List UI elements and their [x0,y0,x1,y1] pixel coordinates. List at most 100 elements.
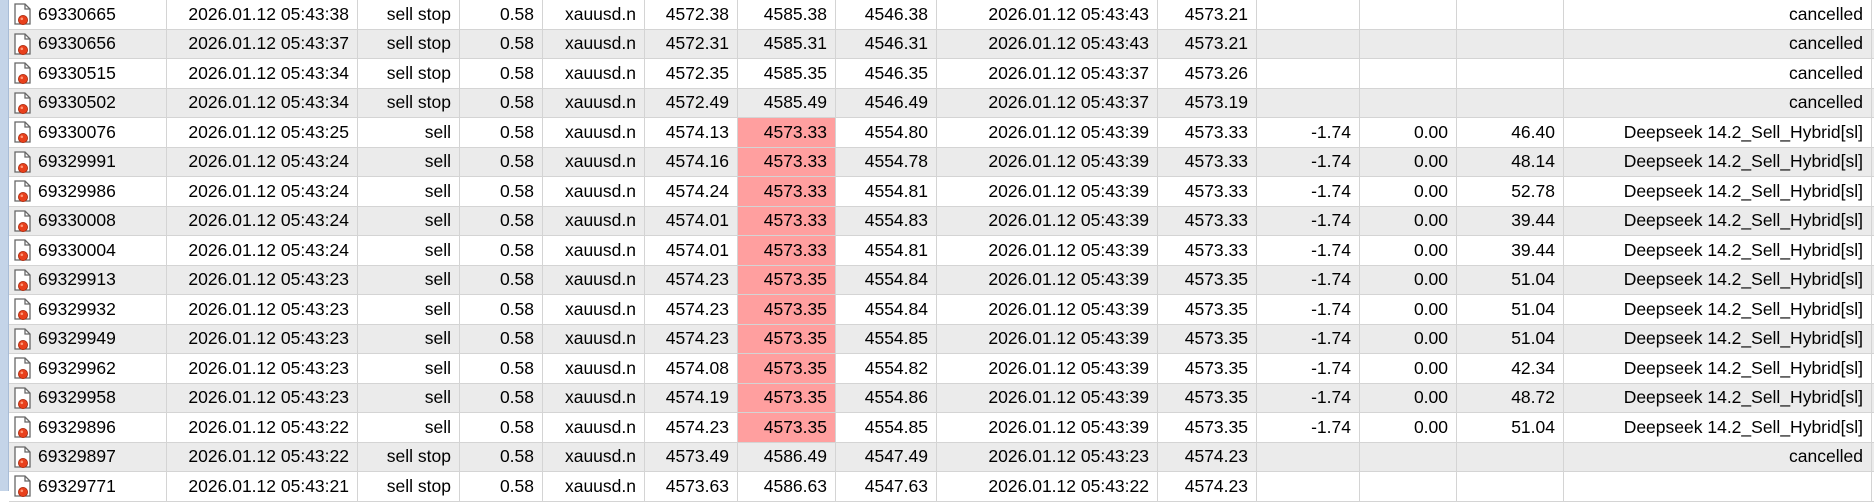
cell-profit: 48.14 [1457,147,1564,176]
commission-value: -1.74 [1311,151,1351,172]
cell-comment: Deepseek 14.2_Sell_Hybrid[sl] [1564,413,1872,442]
cell-time: 2026.01.12 05:43:24 [167,177,358,206]
cell-time: 2026.01.12 05:43:34 [167,88,358,117]
commission-value: -1.74 [1311,357,1351,378]
time-value: 2026.01.12 05:43:23 [188,387,349,408]
table-row[interactable]: 69329897 2026.01.12 05:43:22 sell stop 0.58… [9,442,1874,472]
type-value: sell [424,328,451,349]
cell-price: 4574.13 [645,118,738,147]
price-value: 4572.38 [665,3,729,24]
ticket-value: 69329991 [38,151,116,172]
close-time-value: 2026.01.12 05:43:43 [988,33,1149,54]
tp-value: 4546.31 [864,33,928,54]
tp-value: 4554.80 [864,121,928,142]
table-row[interactable]: 69329913 2026.01.12 05:43:23 sell 0.58 xauus… [9,265,1874,295]
order-document-icon [12,150,34,174]
cell-ticket: 69329932 [9,295,167,324]
cell-commission: -1.74 [1257,354,1360,383]
cell-tp: 4554.82 [836,354,937,383]
close-time-value: 2026.01.12 05:43:37 [988,92,1149,113]
symbol-value: xauusd.n [564,151,636,172]
close-price-value: 4573.33 [1184,210,1248,231]
cell-sl: 4573.33 [738,118,836,147]
cell-symbol: xauusd.n [543,324,645,353]
cell-tp: 4554.86 [836,383,937,412]
close-price-value: 4573.21 [1184,3,1248,24]
close-price-value: 4573.35 [1184,387,1248,408]
cell-close-time: 2026.01.12 05:43:39 [937,413,1158,442]
tp-value: 4554.85 [864,328,928,349]
table-row[interactable]: 69329962 2026.01.12 05:43:23 sell 0.58 xauus… [9,354,1874,384]
tp-value: 4554.83 [864,210,928,231]
close-price-value: 4573.33 [1184,151,1248,172]
time-value: 2026.01.12 05:43:22 [188,446,349,467]
table-row[interactable]: 69329991 2026.01.12 05:43:24 sell 0.58 xauus… [9,147,1874,177]
volume-value: 0.58 [499,33,534,54]
close-time-value: 2026.01.12 05:43:39 [988,298,1149,319]
swap-value: 0.00 [1413,239,1448,260]
order-document-icon [12,474,34,498]
cell-price: 4574.24 [645,177,738,206]
cell-ticket: 69330076 [9,118,167,147]
cell-symbol: xauusd.n [543,383,645,412]
comment-value: Deepseek 14.2_Sell_Hybrid[sl] [1623,121,1863,142]
cell-profit: 39.44 [1457,236,1564,265]
cell-sl: 4573.33 [738,147,836,176]
cell-symbol: xauusd.n [543,118,645,147]
cell-volume: 0.58 [460,177,543,206]
table-row[interactable]: 69330656 2026.01.12 05:43:37 sell stop 0.58… [9,29,1874,59]
time-value: 2026.01.12 05:43:21 [188,475,349,496]
cell-commission: -1.74 [1257,236,1360,265]
cell-price: 4574.16 [645,147,738,176]
table-row[interactable]: 69330502 2026.01.12 05:43:34 sell stop 0.58… [9,88,1874,118]
cell-swap: 0.00 [1360,413,1457,442]
cell-sl: 4573.35 [738,413,836,442]
commission-value: -1.74 [1311,387,1351,408]
cell-symbol: xauusd.n [543,295,645,324]
cell-sl: 4573.35 [738,354,836,383]
cell-close-price: 4573.33 [1158,177,1257,206]
cell-time: 2026.01.12 05:43:23 [167,354,358,383]
table-row[interactable]: 69329958 2026.01.12 05:43:23 sell 0.58 xauus… [9,383,1874,413]
volume-value: 0.58 [499,239,534,260]
symbol-value: xauusd.n [564,62,636,83]
cell-commission: -1.74 [1257,324,1360,353]
table-row[interactable]: 69330004 2026.01.12 05:43:24 sell 0.58 xauus… [9,236,1874,266]
sl-value: 4573.35 [763,357,827,378]
sl-value: 4585.31 [763,33,827,54]
ticket-value: 69329962 [38,357,116,378]
table-row[interactable]: 69330008 2026.01.12 05:43:24 sell 0.58 xauus… [9,206,1874,236]
table-row[interactable]: 69330665 2026.01.12 05:43:38 sell stop 0.58… [9,0,1874,30]
table-row[interactable]: 69329986 2026.01.12 05:43:24 sell 0.58 xauus… [9,177,1874,207]
volume-value: 0.58 [499,475,534,496]
table-row[interactable]: 69329949 2026.01.12 05:43:23 sell 0.58 xauus… [9,324,1874,354]
comment-value: Deepseek 14.2_Sell_Hybrid[sl] [1623,387,1863,408]
table-row[interactable]: 69330515 2026.01.12 05:43:34 sell stop 0.58… [9,59,1874,89]
type-value: sell stop [386,33,451,54]
comment-value: cancelled [1789,92,1863,113]
table-row[interactable]: 69330076 2026.01.12 05:43:25 sell 0.58 xauus… [9,118,1874,148]
symbol-value: xauusd.n [564,269,636,290]
table-row[interactable]: 69329932 2026.01.12 05:43:23 sell 0.58 xauus… [9,295,1874,325]
type-value: sell [424,416,451,437]
comment-value: cancelled [1789,33,1863,54]
cell-volume: 0.58 [460,0,543,29]
cell-time: 2026.01.12 05:43:25 [167,118,358,147]
cell-commission [1257,59,1360,88]
cell-tp: 4546.38 [836,0,937,29]
cell-commission: -1.74 [1257,118,1360,147]
table-row[interactable]: 69329771 2026.01.12 05:43:21 sell stop 0.58… [9,472,1874,502]
table-row[interactable]: 69329896 2026.01.12 05:43:22 sell 0.58 xauus… [9,413,1874,443]
ticket-value: 69330502 [38,92,116,113]
close-price-value: 4573.33 [1184,121,1248,142]
tp-value: 4547.49 [864,446,928,467]
type-value: sell stop [386,62,451,83]
profit-value: 39.44 [1511,239,1555,260]
volume-value: 0.58 [499,446,534,467]
close-time-value: 2026.01.12 05:43:37 [988,62,1149,83]
tp-value: 4554.84 [864,269,928,290]
price-value: 4574.01 [665,210,729,231]
cell-sl: 4585.35 [738,59,836,88]
close-price-value: 4574.23 [1184,446,1248,467]
cell-comment: Deepseek 14.2_Sell_Hybrid[sl] [1564,295,1872,324]
